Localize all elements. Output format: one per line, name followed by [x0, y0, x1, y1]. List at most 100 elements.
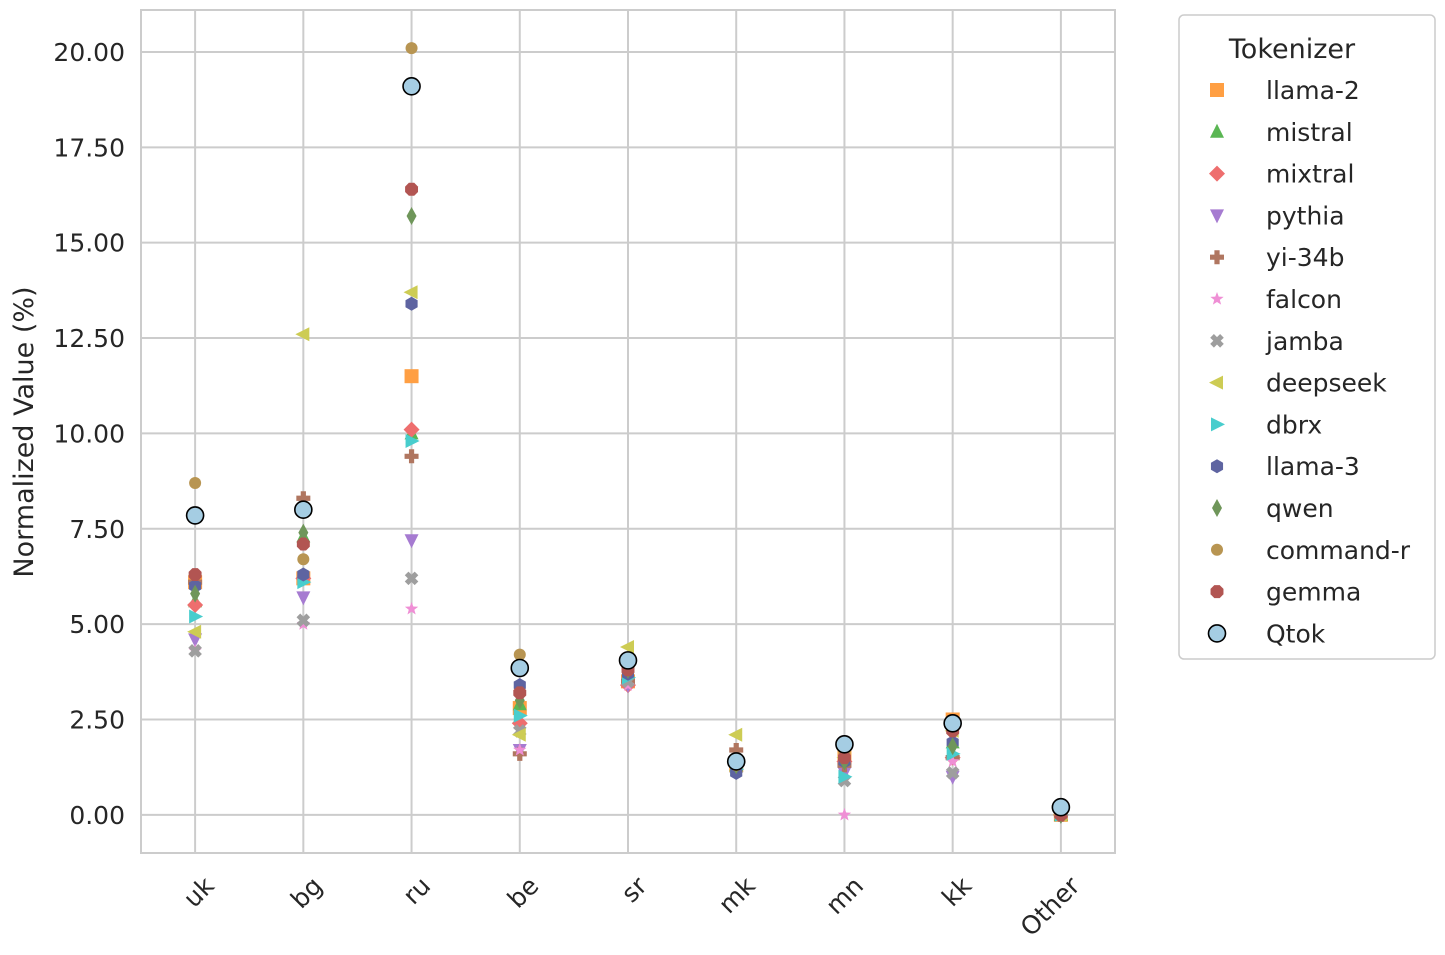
point-pythia-bg: [296, 591, 311, 606]
y-tick-label: 2.50: [69, 705, 125, 734]
y-axis-title: Normalized Value (%): [9, 286, 40, 577]
point-qtok-mn: [835, 734, 854, 754]
legend-item-deepseek: deepseek: [1209, 369, 1387, 398]
legend-item-qwen: qwen: [1212, 494, 1334, 523]
legend-marker-qtok: [1207, 624, 1227, 643]
point-jamba-uk: [188, 644, 202, 658]
legend-label-mistral: mistral: [1266, 118, 1353, 147]
legend-marker-command-r: [1211, 543, 1223, 556]
point-qtok-ru: [402, 76, 421, 96]
point-deepseek-be: [511, 727, 526, 742]
point-command-r-uk: [189, 476, 202, 489]
point-command-r-ru: [405, 42, 418, 55]
point-qtok-be: [510, 658, 530, 678]
y-tick-label: 0.00: [69, 801, 125, 830]
point-mixtral-uk: [187, 597, 204, 614]
point-gemma-uk: [188, 568, 202, 582]
point-falcon-be: [513, 743, 527, 756]
point-deepseek-mk: [728, 727, 743, 742]
legend-label-mixtral: mixtral: [1266, 160, 1354, 189]
point-yi-34b-be: [512, 746, 527, 761]
point-jamba-bg: [296, 613, 311, 628]
legend-marker-llama-3: [1210, 459, 1224, 474]
legend-item-mixtral: mixtral: [1209, 160, 1354, 189]
point-qtok-other: [1051, 797, 1071, 817]
point-falcon-ru: [404, 601, 419, 615]
point-yi-34b-ru: [404, 449, 419, 464]
point-deepseek-ru: [403, 285, 418, 300]
legend-item-qtok: Qtok: [1207, 619, 1326, 648]
point-qwen-bg: [298, 523, 309, 542]
legend-item-falcon: falcon: [1210, 285, 1342, 314]
legend-box: [1178, 14, 1436, 660]
x-tick-label-mk: mk: [713, 871, 761, 919]
legend-label-qwen: qwen: [1266, 494, 1334, 523]
point-falcon-mn: [837, 807, 852, 821]
point-qtok-bg: [294, 500, 313, 519]
y-tick-label: 5.00: [69, 610, 125, 639]
legend-marker-falcon: [1210, 292, 1224, 305]
legend-marker-mixtral: [1209, 165, 1225, 182]
y-tick-label: 17.50: [53, 133, 125, 162]
legend: Tokenizer llama-2 mistral mixtral pythia yi-…: [1178, 14, 1436, 660]
legend-label-dbrx: dbrx: [1266, 410, 1322, 439]
legend-label-llama-2: llama-2: [1266, 76, 1360, 105]
point-jamba-kk: [945, 766, 960, 780]
x-tick-label-kk: kk: [936, 871, 977, 912]
legend-item-command-r: command-r: [1211, 536, 1411, 565]
point-llama-3-bg: [297, 567, 310, 582]
point-yi-34b-mk: [729, 743, 744, 758]
x-tick-label-mn: mn: [820, 871, 869, 920]
legend-label-llama-3: llama-3: [1266, 452, 1360, 481]
legend-label-falcon: falcon: [1266, 285, 1342, 314]
point-llama-2-ru: [404, 369, 419, 384]
legend-item-llama-3: llama-3: [1210, 452, 1360, 481]
point-qtok-sr: [618, 651, 638, 670]
legend-label-qtok: Qtok: [1266, 619, 1326, 648]
point-qtok-kk: [943, 714, 962, 733]
y-tick-label: 10.00: [53, 419, 125, 448]
x-tick-label-bg: bg: [285, 871, 328, 914]
point-qtok-uk: [185, 506, 205, 525]
x-tick-label-sr: sr: [616, 871, 653, 908]
point-qwen-ru: [406, 206, 417, 225]
legend-marker-jamba: [1210, 334, 1224, 348]
legend-marker-qwen: [1212, 499, 1222, 517]
legend-item-yi-34b: yi-34b: [1210, 243, 1344, 272]
plot-area: [141, 10, 1115, 853]
legend-title: Tokenizer: [1228, 34, 1356, 65]
point-dbrx-uk: [189, 609, 204, 624]
y-tick-label: 7.50: [69, 515, 125, 544]
x-tick-label-ru: ru: [397, 871, 436, 910]
point-jamba-ru: [404, 571, 419, 586]
point-deepseek-uk: [187, 624, 202, 639]
legend-item-jamba: jamba: [1210, 327, 1344, 356]
point-dbrx-mn: [838, 769, 853, 784]
point-qwen-kk: [947, 737, 958, 756]
point-pythia-ru: [404, 534, 419, 549]
legend-label-gemma: gemma: [1266, 578, 1361, 607]
point-gemma-ru: [405, 182, 419, 196]
point-yi-34b-bg: [296, 491, 311, 506]
legend-item-llama-2: llama-2: [1210, 76, 1360, 105]
point-deepseek-sr: [620, 640, 634, 655]
plot-frame: [140, 9, 1116, 854]
legend-label-jamba: jamba: [1265, 327, 1344, 356]
point-deepseek-bg: [295, 327, 310, 342]
legend-item-dbrx: dbrx: [1211, 410, 1322, 439]
legend-marker-deepseek: [1209, 375, 1223, 390]
point-command-r-bg: [297, 553, 310, 566]
point-command-r-be: [513, 648, 526, 661]
point-falcon-kk: [946, 754, 960, 768]
legend-entries: llama-2 mistral mixtral pythia yi-34b falcon j…: [1207, 76, 1411, 648]
x-tick-label-be: be: [502, 871, 545, 914]
legend-label-deepseek: deepseek: [1266, 369, 1387, 398]
data-points: [185, 42, 1071, 824]
point-llama-3-ru: [405, 296, 418, 311]
point-qtok-mk: [726, 752, 746, 771]
x-tick-label-uk: uk: [178, 871, 220, 913]
y-tick-labels: 0.00 2.50 5.00 7.50 10.00 12.50 15.00 17.50 20.0…: [53, 38, 125, 830]
point-qwen-uk: [190, 584, 201, 603]
legend-label-yi-34b: yi-34b: [1266, 243, 1344, 272]
